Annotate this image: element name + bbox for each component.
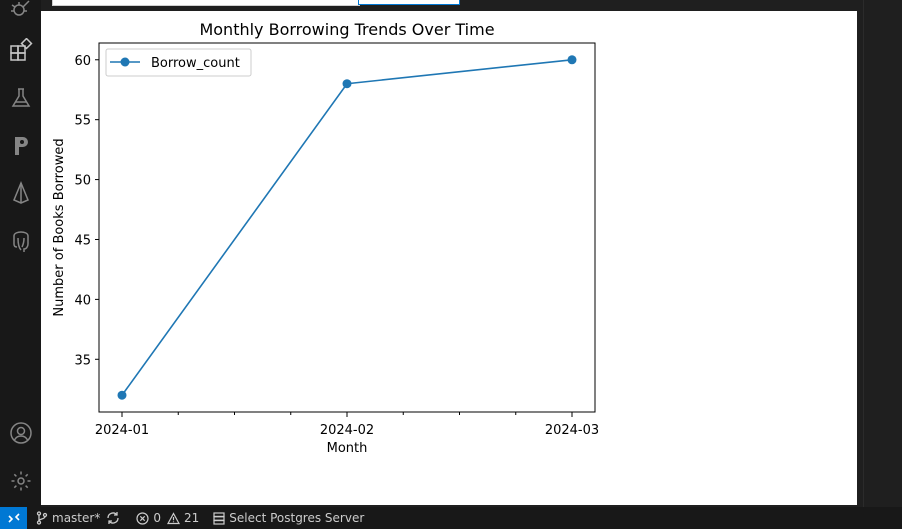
data-point xyxy=(342,79,352,89)
warning-count: 21 xyxy=(183,511,200,525)
legend: Borrow_count xyxy=(105,48,252,77)
extensions-icon[interactable] xyxy=(0,34,41,66)
activity-bar xyxy=(0,0,41,507)
git-branch-label: master* xyxy=(52,511,101,525)
data-point xyxy=(117,390,127,400)
error-icon xyxy=(136,511,149,525)
sync-icon[interactable] xyxy=(106,511,120,525)
x-tick-label: 2024-01 xyxy=(95,423,149,438)
postman-icon[interactable] xyxy=(0,130,41,162)
git-branch-icon xyxy=(36,511,48,525)
y-tick-label: 45 xyxy=(74,233,91,248)
y-axis: 35 40 45 50 55 60 xyxy=(74,54,99,368)
legend-box xyxy=(105,48,252,77)
cell-output: Monthly Borrowing Trends Over Time 35 40 4… xyxy=(41,11,857,505)
cell-input-box[interactable] xyxy=(52,0,360,6)
editor-right-gutter xyxy=(857,0,902,507)
series-line xyxy=(121,58,573,396)
remote-icon xyxy=(7,513,20,523)
notebook-toolbar xyxy=(41,0,857,11)
y-tick-label: 35 xyxy=(74,353,91,368)
postgres-server-label: Select Postgres Server xyxy=(229,511,365,525)
plot-frame xyxy=(98,42,596,413)
x-axis: 2024-01 2024-02 2024-03 xyxy=(95,412,599,438)
settings-gear-icon[interactable] xyxy=(0,465,41,497)
account-icon[interactable] xyxy=(0,417,41,449)
database-icon xyxy=(213,511,225,525)
editor-area: Monthly Borrowing Trends Over Time 35 40 4… xyxy=(41,0,902,507)
git-branch-item[interactable]: master* xyxy=(36,507,124,529)
postgres-icon[interactable] xyxy=(0,226,41,258)
data-point xyxy=(567,55,577,65)
cell-action-button[interactable] xyxy=(358,0,460,5)
chart-title: Monthly Borrowing Trends Over Time xyxy=(199,20,494,39)
testing-icon[interactable] xyxy=(0,82,41,114)
series-layer xyxy=(117,55,577,400)
x-tick-label: 2024-02 xyxy=(320,423,374,438)
warning-icon xyxy=(166,511,180,524)
x-axis-label: Month xyxy=(327,441,368,456)
y-tick-label: 60 xyxy=(74,54,91,69)
debug-icon[interactable] xyxy=(0,0,41,24)
y-axis-label: Number of Books Borrowed xyxy=(52,138,67,316)
y-tick-label: 55 xyxy=(74,114,91,129)
line-chart: Monthly Borrowing Trends Over Time 35 40 4… xyxy=(52,20,599,456)
status-bar: master* 0 21 Select Postgres Server xyxy=(0,507,902,529)
legend-label: Borrow_count xyxy=(151,56,240,71)
legend-marker xyxy=(120,57,130,67)
remote-indicator-button[interactable] xyxy=(0,507,27,529)
y-tick-label: 50 xyxy=(74,174,91,189)
postgres-server-item[interactable]: Select Postgres Server xyxy=(213,507,364,529)
problems-item[interactable]: 0 21 xyxy=(136,507,199,529)
prisma-icon[interactable] xyxy=(0,177,41,209)
x-tick-label: 2024-03 xyxy=(545,423,599,438)
y-tick-label: 40 xyxy=(74,293,91,308)
error-count: 0 xyxy=(153,511,161,525)
